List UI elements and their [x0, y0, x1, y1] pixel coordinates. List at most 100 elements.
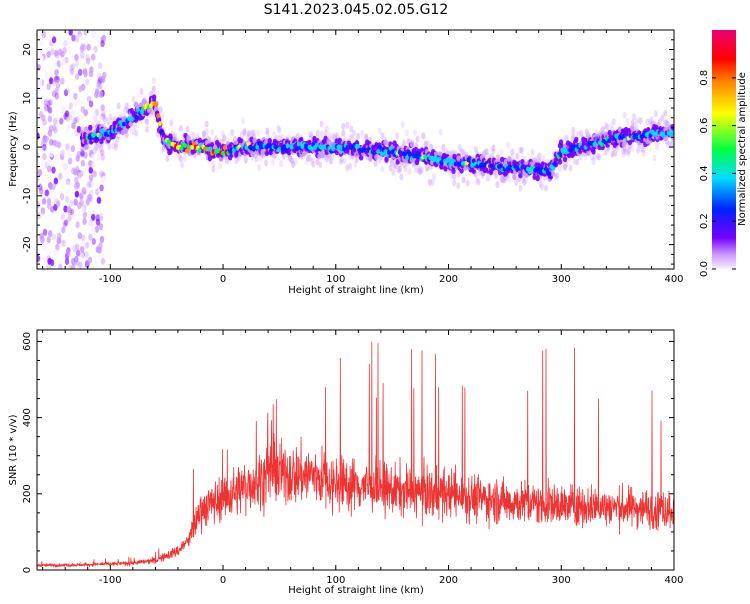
- spectrogram-cell: [331, 133, 336, 141]
- spectrogram-cell: [77, 172, 82, 180]
- spectrogram-cell: [379, 151, 384, 157]
- spectrogram-cell: [123, 106, 128, 114]
- spectrogram-cell: [118, 111, 122, 119]
- spectrogram-cell: [63, 163, 68, 171]
- spectrogram-y-ticks: -20 -10 0 10 20: [22, 29, 674, 265]
- spectrogram-cell: [53, 76, 59, 83]
- spectrogram-cell: [51, 245, 56, 253]
- spectrogram-cell: [37, 254, 41, 262]
- spectrogram-cell: [93, 45, 98, 53]
- spectrogram-cell: [572, 158, 577, 166]
- spectrogram-cell: [491, 147, 496, 155]
- spectrogram-cell: [383, 139, 388, 146]
- spectrogram-cell: [387, 150, 391, 155]
- spectrogram-cell: [500, 175, 505, 183]
- spectrogram-cell: [483, 148, 488, 156]
- spectrogram-cell: [208, 146, 213, 152]
- spectrogram-cell: [484, 148, 489, 155]
- spectrogram-cell: [345, 121, 350, 129]
- snr-series-line: [37, 341, 674, 569]
- spectrogram-cell: [93, 115, 98, 123]
- spectrogram-cell: [65, 143, 70, 151]
- spectrogram-cell: [555, 172, 559, 180]
- spectrogram-cell: [502, 176, 507, 184]
- spectrogram-cell: [586, 150, 591, 156]
- spectrogram-cell: [451, 168, 456, 174]
- spectrogram-cell: [72, 259, 77, 267]
- spectrogram-cell: [417, 167, 421, 175]
- spectrogram-cell: [380, 132, 385, 140]
- spectrogram-cell: [47, 115, 53, 123]
- spectrogram-cell: [64, 129, 69, 137]
- spectrogram-cell: [40, 236, 45, 244]
- spectrogram-cell: [523, 176, 528, 184]
- spectrogram-cell: [307, 154, 312, 162]
- spectrogram-cell: [60, 50, 65, 58]
- spectrogram-cell: [82, 166, 88, 174]
- spectrogram-cell: [71, 236, 76, 244]
- spectrogram-cell: [242, 128, 247, 136]
- spectrogram-cell: [277, 134, 282, 142]
- spectrogram-cell: [60, 77, 65, 85]
- colorbar-tick-label: 0.6: [699, 118, 710, 134]
- spectrogram-cell: [563, 163, 568, 171]
- spectrogram-cell: [74, 60, 80, 67]
- spectrogram-cell: [518, 184, 523, 192]
- spectrogram-cell: [335, 132, 340, 139]
- spectrogram-cell: [85, 78, 90, 86]
- spectrogram-cell: [630, 144, 635, 152]
- spectrogram-cell: [48, 183, 53, 190]
- spectrogram-cell: [54, 92, 60, 100]
- spectrogram-cell: [519, 147, 524, 155]
- spectrogram-cell: [456, 182, 461, 190]
- spectrogram-cell: [67, 211, 72, 219]
- spectrogram-cell: [580, 145, 584, 151]
- spectrogram-cell: [80, 150, 85, 158]
- spectrogram-cell: [624, 148, 628, 156]
- spectrogram-cell: [83, 70, 88, 78]
- spectrogram-cell: [64, 170, 69, 178]
- spectrogram-cell: [339, 156, 344, 164]
- spectrogram-cell: [400, 120, 405, 128]
- spectrogram-cell: [603, 148, 608, 156]
- spectrogram-cell: [360, 129, 365, 137]
- spectrogram-cell: [74, 243, 80, 251]
- spectrogram-cell: [415, 135, 420, 143]
- spectrogram-cell: [52, 196, 57, 204]
- spectrogram-cell: [43, 105, 48, 112]
- snr-y-label: SNR (10 * v/v): [8, 414, 19, 485]
- spectrogram-cell: [78, 68, 83, 76]
- spectrogram-cell: [649, 116, 654, 124]
- spectrogram-cell: [665, 141, 670, 149]
- spectrogram-cell: [66, 124, 71, 132]
- spectrogram-cell: [46, 83, 51, 91]
- spectrogram-cell: [295, 133, 300, 141]
- spectrogram-cell: [499, 148, 504, 156]
- spectrogram-cell: [356, 144, 361, 149]
- spectrogram-cell: [211, 160, 216, 168]
- spectrogram-cell: [392, 162, 397, 170]
- spectrogram-cell: [284, 148, 289, 153]
- spectrogram-cell: [441, 143, 446, 151]
- spectrogram-cell: [632, 113, 637, 121]
- spectrogram-cell: [242, 129, 247, 137]
- spectrogram-cell: [63, 205, 68, 213]
- spectrogram-cell: [377, 127, 382, 135]
- spectrogram-cell: [101, 175, 106, 183]
- spectrogram-cell: [66, 180, 71, 188]
- spectrogram-cell: [57, 141, 62, 149]
- spectrogram-cell: [48, 98, 53, 106]
- spectrogram-cell: [74, 190, 80, 198]
- spectrogram-cell: [591, 148, 596, 155]
- y-tick-label: 20: [22, 43, 33, 56]
- spectrogram-cell: [265, 127, 270, 135]
- spectrogram-cell: [71, 34, 76, 42]
- spectrogram-cell: [637, 116, 642, 124]
- colorbar-label: Normalized spectral amplitude: [737, 72, 748, 226]
- colorbar-tick-label: 0.2: [699, 213, 710, 229]
- spectrogram-cell: [100, 210, 105, 217]
- spectrogram-cell: [459, 167, 464, 174]
- spectrogram-cell: [653, 110, 658, 118]
- spectrogram-cell: [460, 148, 465, 156]
- spectrogram-cell: [83, 30, 88, 36]
